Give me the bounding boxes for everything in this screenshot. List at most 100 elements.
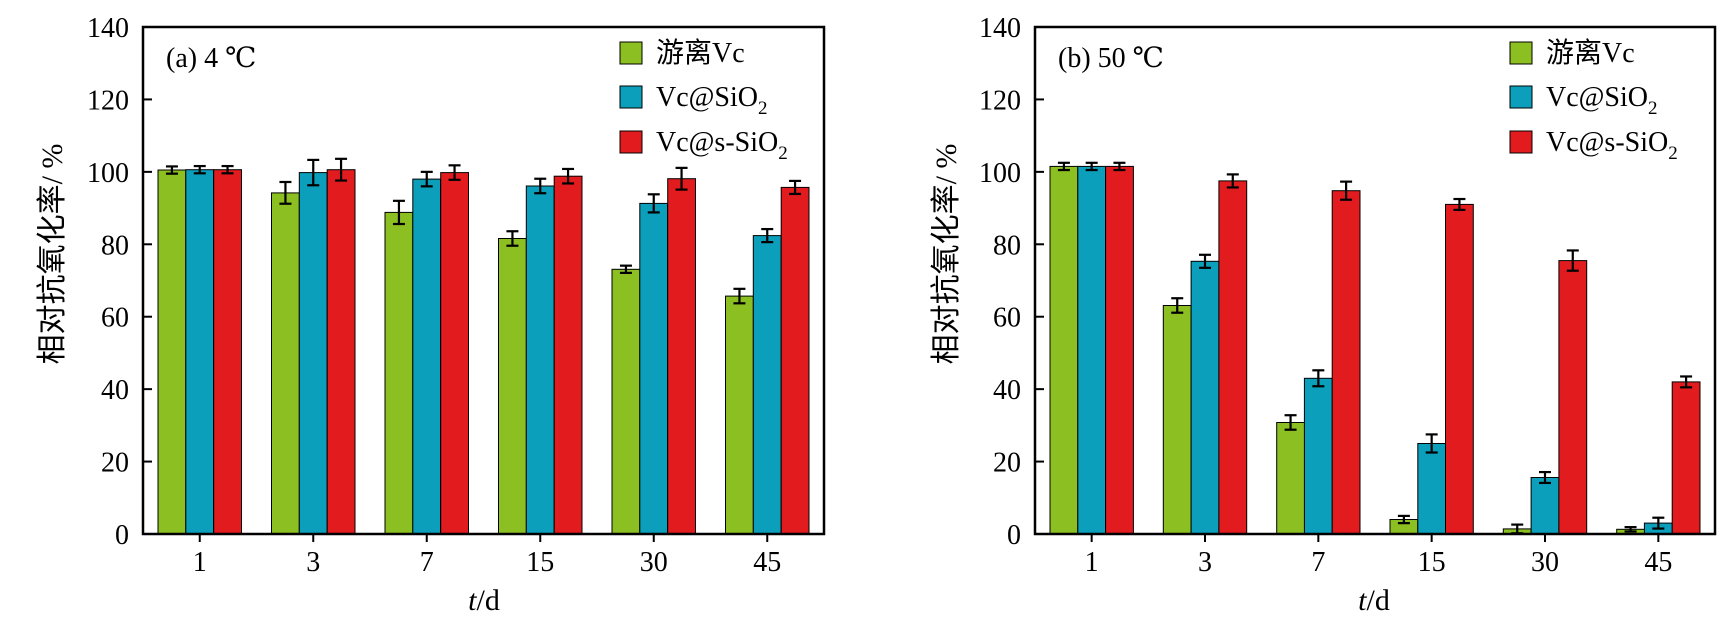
- error-bar-b-s0-1: [1057, 161, 1070, 172]
- bar-a-s2-15: [553, 175, 583, 535]
- bar-a-s2-3: [326, 169, 356, 535]
- bar-b-s2-7: [1331, 190, 1361, 535]
- error-bar-b-s1-3: [1199, 253, 1211, 269]
- bar-a-s0-7: [384, 211, 414, 535]
- legend-label-vc-sio2-b: Vc@SiO2: [1546, 82, 1658, 119]
- y-tick-label-a-100: 100: [87, 158, 129, 189]
- y-tick-label-b-80: 80: [993, 230, 1021, 261]
- bar-b-s2-15: [1445, 203, 1474, 535]
- y-axis-title-b: 相对抗氧化率/ %: [930, 144, 963, 365]
- bar-b-s1-1: [1077, 165, 1107, 535]
- bar-a-s2-30: [667, 178, 697, 535]
- error-bar-b-s1-45: [1652, 516, 1665, 530]
- error-bars-b: [1057, 161, 1693, 535]
- x-tick-label-a-45: 45: [753, 547, 781, 578]
- legend-label-vc-s-sio2-a: Vc@s-SiO2: [656, 127, 788, 164]
- error-bar-a-s0-45: [733, 287, 746, 305]
- error-bar-a-s1-30: [647, 193, 660, 214]
- bars-a: [157, 169, 810, 535]
- error-bar-b-s0-45: [1624, 526, 1637, 533]
- legend-swatch-vc-s-sio2-b: [1509, 130, 1533, 154]
- bars-b: [1049, 165, 1701, 535]
- y-tick-label-b-100: 100: [979, 158, 1021, 189]
- error-bar-a-s2-45: [789, 179, 802, 196]
- legend-b: 游离Vc Vc@SiO2 Vc@s-SiO2: [1509, 37, 1678, 164]
- y-axis-title-a: 相对抗氧化率/ %: [36, 144, 69, 365]
- legend-swatch-vc-s-sio2-a: [619, 130, 643, 154]
- bar-a-s1-3: [298, 172, 328, 535]
- error-bar-a-s0-3: [279, 180, 292, 205]
- y-tick-label-a-60: 60: [101, 303, 129, 334]
- legend-swatch-vc-sio2-a: [619, 85, 643, 109]
- bar-a-s1-45: [752, 235, 782, 535]
- panel-label-b: (b) 50 ℃: [1058, 43, 1164, 74]
- plot-frame-a: [141, 25, 826, 536]
- legend-swatch-vc-sio2-b: [1509, 85, 1533, 109]
- y-tick-label-a-140: 140: [87, 13, 129, 44]
- error-bar-a-s0-1: [165, 165, 178, 175]
- y-tick-label-b-20: 20: [993, 448, 1021, 479]
- legend-label-free-vc-b: 游离Vc: [1546, 37, 1635, 69]
- x-tick-label-b-30: 30: [1531, 547, 1559, 578]
- bar-b-s1-3: [1190, 260, 1220, 535]
- x-tick-label-b-15: 15: [1418, 547, 1446, 578]
- error-bar-b-s2-7: [1340, 180, 1353, 201]
- bar-a-s0-3: [271, 192, 300, 535]
- x-tick-label-b-45: 45: [1644, 547, 1672, 578]
- x-tick-label-a-15: 15: [526, 547, 554, 578]
- error-bar-b-s0-15: [1397, 514, 1410, 525]
- error-bar-a-s0-15: [506, 230, 519, 247]
- error-bar-a-s0-30: [619, 264, 632, 274]
- bar-b-s1-15: [1417, 443, 1447, 535]
- error-bar-b-s1-30: [1539, 470, 1551, 485]
- x-tick-label-a-30: 30: [640, 547, 668, 578]
- error-bar-a-s1-7: [420, 170, 433, 188]
- legend-label-free-vc-a: 游离Vc: [656, 37, 745, 69]
- bar-a-s2-1: [213, 169, 242, 535]
- error-bar-a-s2-3: [335, 157, 348, 182]
- error-bar-b-s2-3: [1226, 173, 1239, 189]
- error-bar-b-s0-3: [1171, 297, 1184, 314]
- bar-b-s2-3: [1218, 180, 1248, 535]
- bar-b-s1-30: [1530, 477, 1560, 535]
- legend-swatch-free-vc-a: [619, 41, 643, 65]
- x-axis-title-b: t/d: [1358, 584, 1390, 617]
- error-bar-a-s1-1: [193, 164, 206, 175]
- y-tick-label-a-120: 120: [87, 85, 129, 116]
- bar-a-s0-15: [498, 238, 527, 535]
- x-tick-label-b-7: 7: [1311, 547, 1325, 578]
- y-tick-label-a-20: 20: [101, 448, 129, 479]
- error-bar-b-s2-45: [1680, 375, 1693, 389]
- bar-a-s2-45: [780, 186, 810, 535]
- x-axis-title-a: t/d: [468, 584, 500, 617]
- axes-b: 1 3 7 15 30 45 0 20 40 60 80 100 120 140: [979, 13, 1717, 578]
- chart-panel-b: 相对抗氧化率/ % (b) 50 ℃ t/d 游离Vc Vc@SiO2 Vc@s…: [930, 13, 1717, 617]
- y-tick-label-a-40: 40: [101, 375, 129, 406]
- chart-panel-a: 相对抗氧化率/ % (a) 4 ℃ t/d 游离Vc Vc@SiO2 Vc@s-…: [36, 13, 826, 617]
- bar-b-s0-3: [1162, 305, 1192, 535]
- bar-b-s2-30: [1558, 260, 1588, 535]
- bar-a-s0-30: [611, 268, 641, 535]
- panel-label-a: (a) 4 ℃: [166, 43, 256, 74]
- error-bar-a-s2-1: [221, 164, 234, 175]
- error-bar-a-s1-15: [534, 177, 547, 195]
- error-bar-a-s2-30: [675, 166, 688, 191]
- error-bar-a-s0-7: [392, 199, 405, 226]
- error-bar-a-s1-3: [307, 158, 320, 187]
- bar-b-s2-45: [1671, 381, 1701, 535]
- x-tick-label-a-7: 7: [420, 547, 434, 578]
- y-tick-label-b-0: 0: [1007, 520, 1021, 551]
- error-bar-b-s1-1: [1085, 161, 1098, 172]
- error-bar-a-s2-7: [448, 164, 461, 181]
- x-tick-label-a-1: 1: [193, 547, 207, 578]
- x-tick-label-a-3: 3: [306, 547, 320, 578]
- x-tick-label-b-1: 1: [1085, 547, 1099, 578]
- error-bar-a-s2-15: [562, 167, 575, 185]
- error-bar-a-s1-45: [761, 227, 774, 244]
- bar-b-s1-7: [1303, 377, 1333, 535]
- error-bar-b-s1-15: [1425, 433, 1438, 454]
- axes-a: 1 3 7 15 30 45 0 20 40 60 80 100 120 140: [87, 13, 826, 578]
- y-tick-label-b-140: 140: [979, 13, 1021, 44]
- error-bar-b-s2-30: [1566, 249, 1579, 272]
- bar-a-s1-15: [525, 185, 555, 535]
